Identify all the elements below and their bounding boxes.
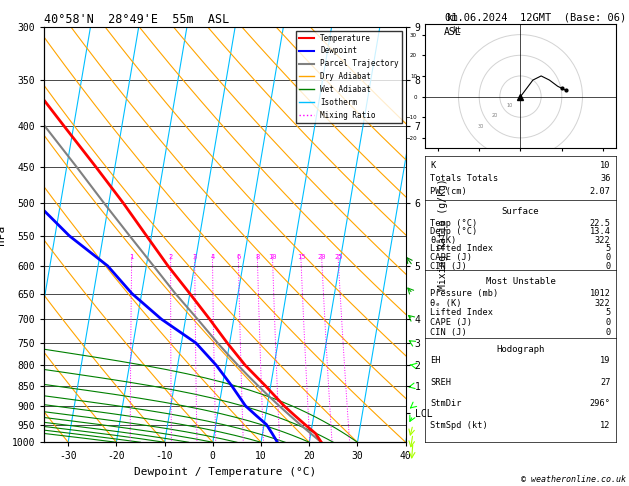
Text: 13.4: 13.4: [589, 227, 611, 236]
Text: θₑ(K): θₑ(K): [430, 236, 457, 245]
Text: 322: 322: [595, 236, 611, 245]
Text: K: K: [430, 161, 435, 170]
Text: 2: 2: [169, 254, 173, 260]
Text: 12: 12: [600, 421, 611, 430]
Text: SREH: SREH: [430, 378, 452, 387]
Text: 3: 3: [192, 254, 197, 260]
Text: Lifted Index: Lifted Index: [430, 244, 493, 253]
Text: 4: 4: [210, 254, 214, 260]
Text: 8: 8: [255, 254, 260, 260]
Text: CIN (J): CIN (J): [430, 261, 467, 271]
Text: StmSpd (kt): StmSpd (kt): [430, 421, 488, 430]
Text: 0: 0: [606, 318, 611, 327]
Text: 22.5: 22.5: [589, 219, 611, 227]
Legend: Temperature, Dewpoint, Parcel Trajectory, Dry Adiabat, Wet Adiabat, Isotherm, Mi: Temperature, Dewpoint, Parcel Trajectory…: [296, 31, 402, 122]
Text: Lifted Index: Lifted Index: [430, 308, 493, 317]
Text: 1012: 1012: [589, 289, 611, 298]
Text: Surface: Surface: [502, 207, 539, 216]
Text: ASL: ASL: [444, 27, 462, 37]
Text: © weatheronline.co.uk: © weatheronline.co.uk: [521, 474, 626, 484]
Text: 10: 10: [269, 254, 277, 260]
Text: 0: 0: [606, 261, 611, 271]
Text: PW (cm): PW (cm): [430, 187, 467, 196]
Text: Pressure (mb): Pressure (mb): [430, 289, 499, 298]
Text: 36: 36: [600, 174, 611, 183]
Text: StmDir: StmDir: [430, 399, 462, 408]
Text: CAPE (J): CAPE (J): [430, 253, 472, 262]
Text: 20: 20: [492, 113, 498, 118]
Text: 322: 322: [595, 298, 611, 308]
Text: 0: 0: [606, 328, 611, 337]
Text: 10: 10: [600, 161, 611, 170]
Text: 20: 20: [318, 254, 326, 260]
Text: Hodograph: Hodograph: [496, 345, 545, 354]
Text: Most Unstable: Most Unstable: [486, 278, 555, 286]
Text: θₑ (K): θₑ (K): [430, 298, 462, 308]
Text: 19: 19: [600, 356, 611, 365]
Text: 5: 5: [606, 244, 611, 253]
Text: 0: 0: [606, 253, 611, 262]
Text: CIN (J): CIN (J): [430, 328, 467, 337]
Text: 5: 5: [606, 308, 611, 317]
Text: Totals Totals: Totals Totals: [430, 174, 499, 183]
Text: Dewp (°C): Dewp (°C): [430, 227, 477, 236]
Text: 6: 6: [237, 254, 240, 260]
Text: 40°58'N  28°49'E  55m  ASL: 40°58'N 28°49'E 55m ASL: [44, 13, 230, 26]
Text: 296°: 296°: [589, 399, 611, 408]
Text: 25: 25: [334, 254, 343, 260]
Text: km: km: [447, 13, 459, 22]
Text: 1: 1: [130, 254, 134, 260]
Text: 27: 27: [600, 378, 611, 387]
Text: 30: 30: [477, 123, 483, 129]
X-axis label: Dewpoint / Temperature (°C): Dewpoint / Temperature (°C): [134, 467, 316, 477]
Y-axis label: Mixing Ratio (g/kg): Mixing Ratio (g/kg): [438, 179, 448, 290]
Text: kt: kt: [452, 26, 462, 35]
Text: 15: 15: [297, 254, 305, 260]
Text: CAPE (J): CAPE (J): [430, 318, 472, 327]
Text: 2.07: 2.07: [589, 187, 611, 196]
Y-axis label: hPa: hPa: [0, 225, 6, 244]
Text: 01.06.2024  12GMT  (Base: 06): 01.06.2024 12GMT (Base: 06): [445, 12, 626, 22]
Text: 10: 10: [506, 103, 512, 108]
Text: Temp (°C): Temp (°C): [430, 219, 477, 227]
Text: EH: EH: [430, 356, 441, 365]
